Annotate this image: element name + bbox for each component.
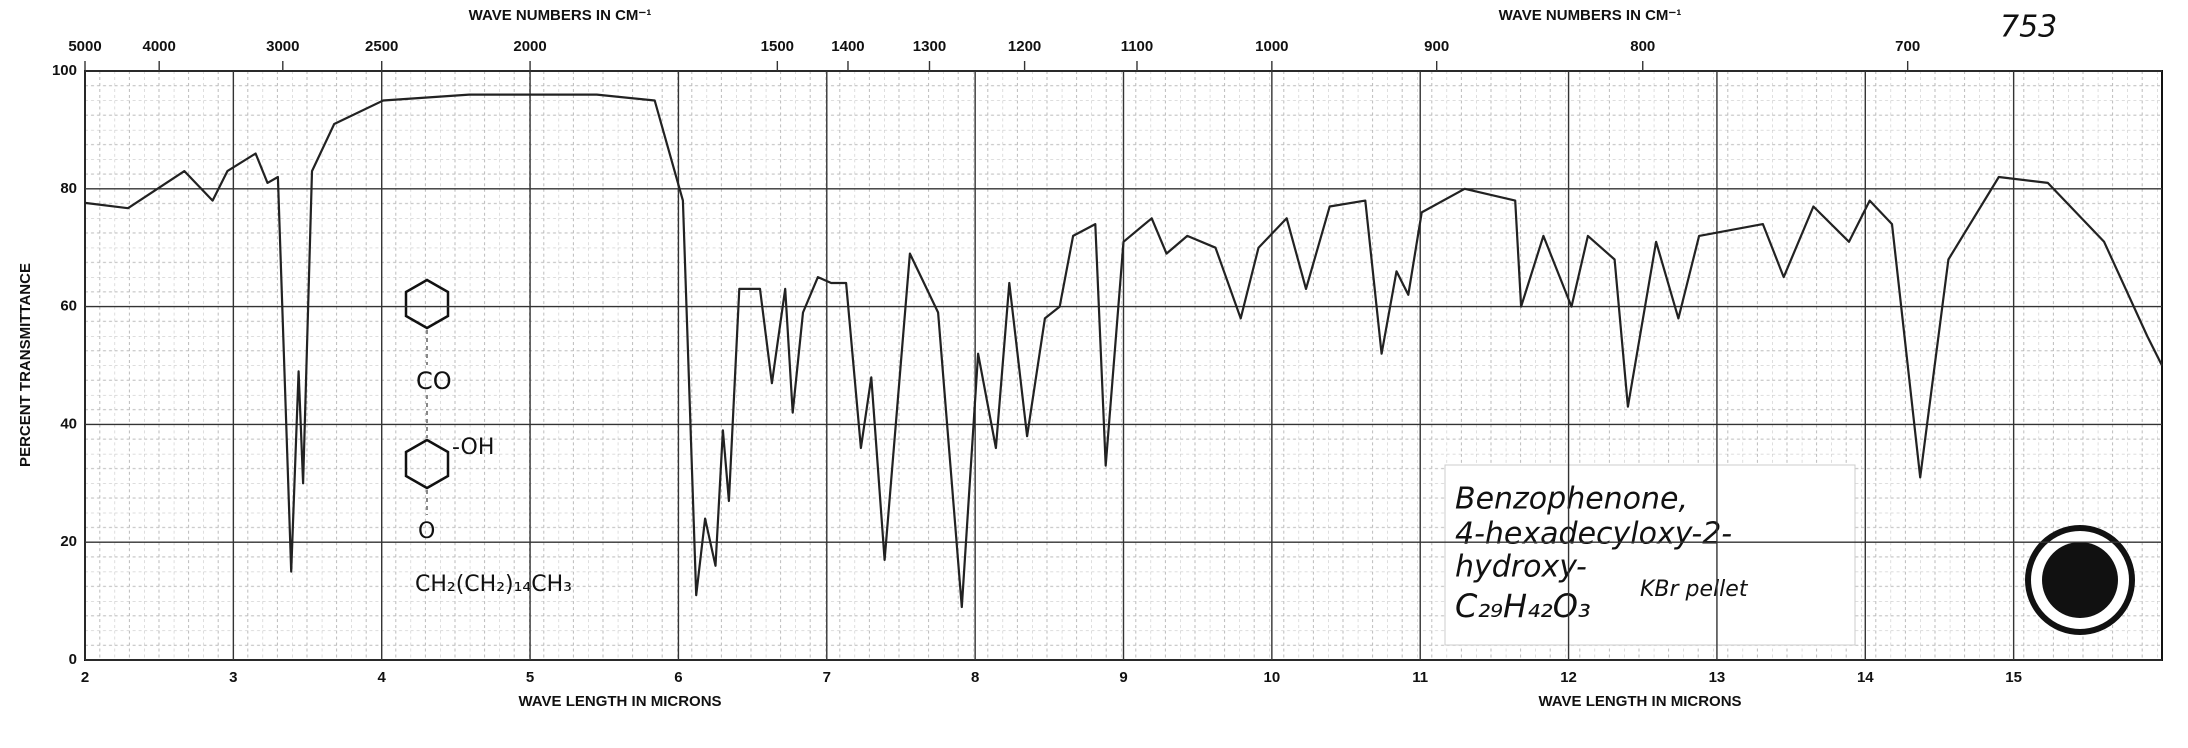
x2-axis-label: WAVE NUMBERS IN CM⁻¹	[1499, 7, 1682, 24]
y-tick-label: 20	[60, 533, 77, 550]
x2-axis-label: WAVE NUMBERS IN CM⁻¹	[469, 7, 652, 24]
x2-tick-label: 2500	[365, 38, 398, 55]
x-tick-label: 14	[1857, 669, 1874, 686]
label-box	[1444, 464, 1856, 646]
logo-center	[2042, 542, 2118, 618]
sample-number: 753	[2000, 10, 2057, 45]
spectrum-line	[84, 93, 2163, 609]
x-tick-label: 7	[823, 669, 831, 686]
benzene-ring	[404, 278, 450, 330]
structure-label: CH₂(CH₂)₁₄CH₃	[415, 572, 572, 597]
x2-tick-label: 2000	[513, 38, 546, 55]
x2-tick-label: 1000	[1255, 38, 1288, 55]
x2-tick-label: 4000	[142, 38, 175, 55]
y-tick-label: 60	[60, 298, 77, 315]
x2-tick-label: 800	[1630, 38, 1655, 55]
structure-label: -OH	[452, 435, 494, 460]
structure: CO -OH O CH₂(CH₂)₁₄CH₃	[404, 278, 572, 597]
x-tick-label: 11	[1412, 669, 1428, 686]
x2-tick-label: 1400	[831, 38, 864, 55]
compound-name: Benzophenone,	[1455, 482, 1688, 517]
x-tick-label: 4	[378, 669, 387, 686]
x-axis-label: WAVE LENGTH IN MICRONS	[1538, 693, 1741, 710]
x-axis-label: WAVE LENGTH IN MICRONS	[518, 693, 721, 710]
x-tick-label: 13	[1709, 669, 1726, 686]
x2-tick-label: 1500	[761, 38, 794, 55]
x2-tick-label: 1200	[1008, 38, 1041, 55]
x-tick-label: 15	[2005, 669, 2022, 686]
compound-name: hydroxy-	[1455, 550, 1587, 585]
x2-tick-label: 5000	[68, 38, 101, 55]
y-tick-label: 100	[52, 62, 77, 79]
logo	[2025, 525, 2135, 635]
x-tick-label: 10	[1264, 669, 1281, 686]
benzene-ring	[404, 438, 450, 490]
x-tick-label: 8	[971, 669, 979, 686]
x2-tick-label: 900	[1424, 38, 1449, 55]
x-tick-label: 2	[81, 669, 89, 686]
x-tick-label: 5	[526, 669, 534, 686]
x2-tick-label: 1100	[1121, 38, 1154, 55]
x2-tick-label: 3000	[266, 38, 299, 55]
x-tick-label: 6	[674, 669, 682, 686]
x2-tick-label: 1300	[913, 38, 946, 55]
y-tick-label: 40	[60, 415, 77, 432]
y-axis-label: PERCENT TRANSMITTANCE	[17, 263, 34, 467]
y-tick-label: 0	[69, 651, 77, 668]
x-tick-label: 9	[1119, 669, 1127, 686]
structure-label: CO	[416, 367, 452, 395]
x-tick-label: 12	[1560, 669, 1577, 686]
formula: C₂₉H₄₂O₃	[1455, 587, 1591, 625]
x-tick-label: 3	[229, 669, 237, 686]
sample-box: Benzophenone, 4-hexadecyloxy-2- hydroxy-…	[1444, 464, 1856, 646]
x2-tick-label: 700	[1895, 38, 1920, 55]
structure-label: O	[418, 519, 435, 544]
y-tick-label: 80	[60, 180, 77, 197]
sample-prep: KBr pellet	[1640, 577, 1749, 602]
compound-name: 4-hexadecyloxy-2-	[1455, 517, 1732, 552]
